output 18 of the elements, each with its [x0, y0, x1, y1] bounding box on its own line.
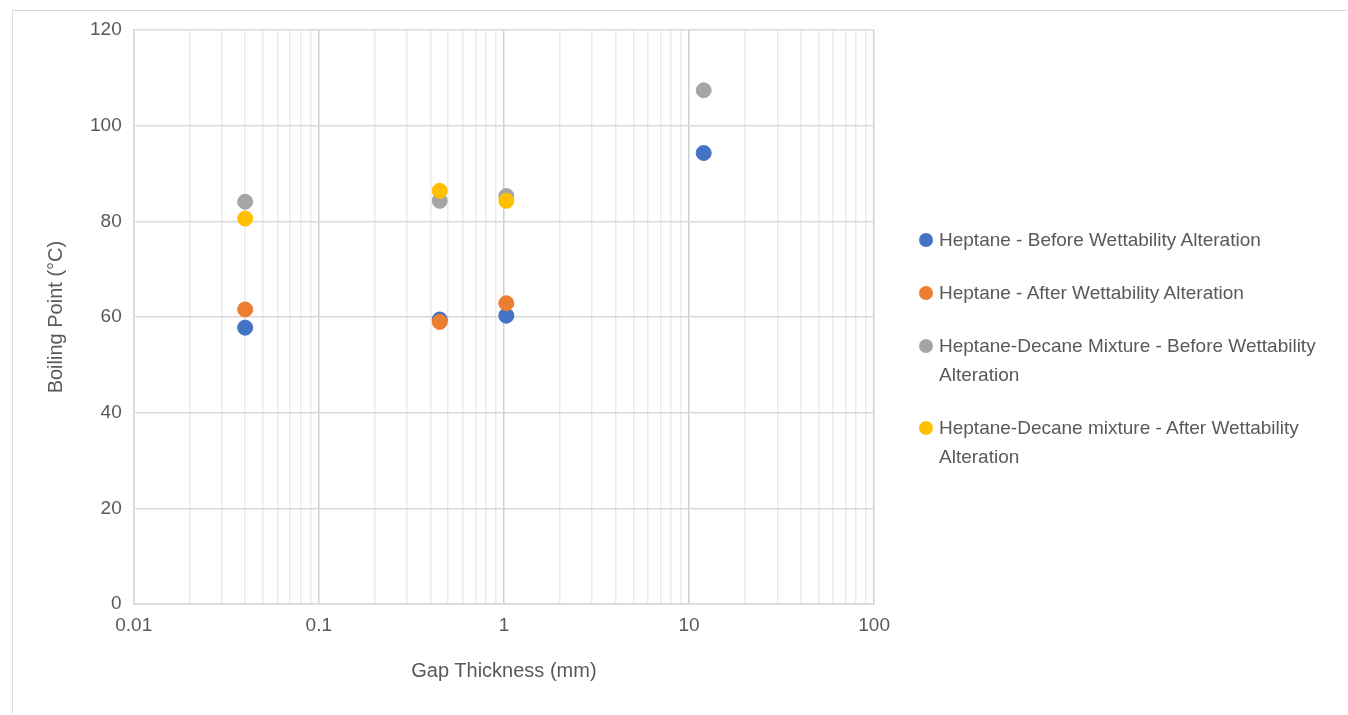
- x-tick-label: 0.01: [115, 613, 153, 635]
- y-tick-label: 0: [111, 592, 122, 614]
- legend-label: Heptane-Decane mixture - After Wettability Alteration: [939, 416, 1300, 469]
- x-axis-title: Gap Thickness (mm): [411, 658, 597, 681]
- x-tick-label: 0.1: [305, 613, 333, 635]
- y-tick-label: 60: [100, 305, 122, 327]
- x-tick-label: 10: [678, 613, 700, 635]
- legend-label: Heptane - After Wettability Alteration: [939, 281, 1244, 305]
- legend-label: Heptane-Decane Mixture - Before Wettability Alteration: [939, 334, 1317, 387]
- y-axis-title: Boiling Point (°C): [43, 240, 66, 394]
- y-tick-label: 80: [100, 209, 122, 231]
- legend-label: Heptane - Before Wettability Alteration: [939, 228, 1261, 252]
- x-tick-label: 1: [498, 613, 510, 635]
- y-tick-label: 100: [90, 113, 122, 135]
- y-tick-label: 120: [90, 18, 122, 40]
- y-tick-label: 40: [100, 401, 122, 423]
- x-tick-label: 100: [858, 613, 890, 635]
- y-tick-label: 20: [100, 496, 122, 518]
